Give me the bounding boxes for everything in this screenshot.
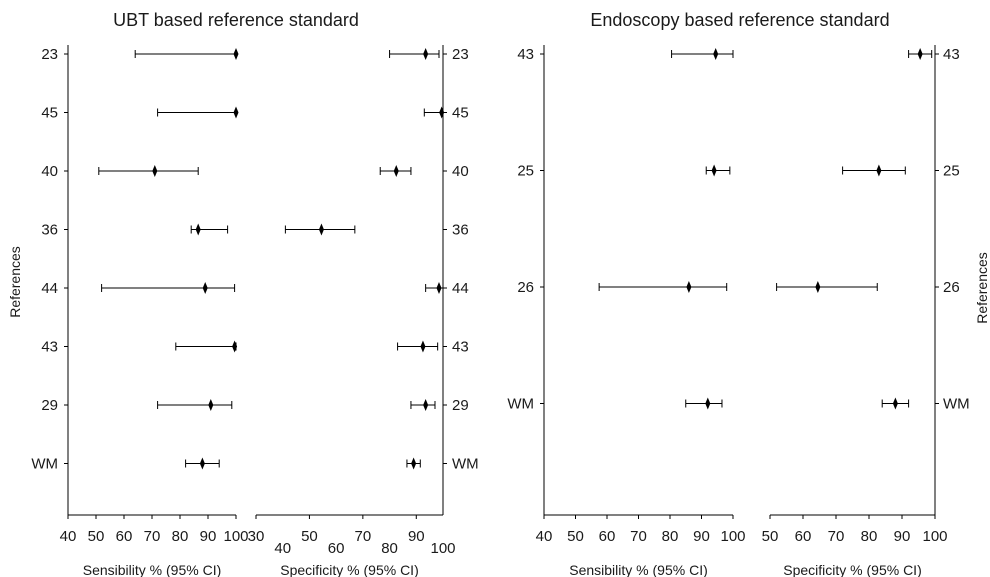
p1-sensitivity-tick-label: 40 (536, 528, 553, 545)
p0-sensitivity-point (152, 165, 158, 177)
p0-specificity-point (439, 106, 445, 119)
p1-sensitivity-tick-label: 90 (693, 528, 710, 545)
p0-specificity-point (423, 48, 429, 60)
p0-study-label-right: WM (452, 456, 479, 473)
p0-study-label-right: 36 (452, 222, 469, 239)
p1-specificity-tick-label: 100 (922, 528, 947, 545)
left-panel-title: UBT based reference standard (113, 10, 359, 30)
p0-sensitivity-tick-label: 80 (172, 528, 189, 545)
p0-specificity-point (393, 165, 399, 177)
p1-sensitivity-point (713, 48, 719, 60)
p0-study-label-right: 29 (452, 397, 469, 414)
p0-sensitivity-point (195, 223, 201, 236)
p0-specificity-tick-label-lower: 40 (274, 540, 291, 557)
p1-sensitivity-tick-label: 100 (720, 528, 745, 545)
p0-study-label-right: 23 (452, 46, 469, 63)
p0-specificity-tick-label-lower: 80 (381, 540, 398, 557)
p0-sensitivity-point (208, 399, 214, 411)
p0-study-label-left: 23 (41, 46, 58, 63)
p1-sensitivity-tick-label: 60 (599, 528, 616, 545)
p1-specificity-point (892, 397, 898, 410)
p1-sensitivity-point (711, 164, 717, 177)
p0-sensitivity-point (233, 106, 239, 119)
p1-specificity-tick-label: 50 (762, 528, 779, 545)
p1-specificity-tick-label: 90 (894, 528, 911, 545)
p0-sensitivity-tick-label: 40 (60, 528, 77, 545)
p0-sensitivity-point (199, 457, 205, 470)
p0-sensitivity-tick-label: 50 (88, 528, 105, 545)
p0-sensitivity-tick-label: 60 (116, 528, 133, 545)
p0-specificity-tick-label-lower: 100 (430, 540, 455, 557)
p1-study-label-left: 26 (517, 279, 534, 296)
p0-sensitivity-point (202, 282, 208, 294)
p0-specificity-tick-label: 30 (248, 528, 265, 545)
p0-specificity-tick-label: 50 (301, 528, 318, 545)
p1-sensitivity-tick-label: 80 (662, 528, 679, 545)
p0-study-label-left: WM (31, 456, 58, 473)
p1-study-label-right: 26 (943, 279, 960, 296)
p1-study-label-right: 43 (943, 46, 960, 63)
p0-sensitivity-tick-label: 90 (200, 528, 217, 545)
right-panel-title: Endoscopy based reference standard (590, 10, 889, 30)
p0-specificity-tick-label: 90 (408, 528, 425, 545)
p1-sensitivity-tick-label: 70 (630, 528, 647, 545)
p0-study-label-left: 43 (41, 339, 58, 356)
p1-specificity-tick-label: 70 (828, 528, 845, 545)
p0-sensitivity-tick-label: 100 (223, 528, 248, 545)
p0-study-label-left: 44 (41, 280, 58, 297)
p0-specificity-axis-label: Specificity % (95% CI) (280, 562, 418, 577)
p0-sensitivity-point (233, 48, 239, 60)
p1-sensitivity-point (686, 281, 692, 293)
p0-sensitivity-axis-label: Sensibility % (95% CI) (83, 562, 222, 577)
p0-study-label-right: 44 (452, 280, 469, 297)
p1-study-label-left: 25 (517, 163, 534, 180)
p1-study-label-right: WM (943, 396, 970, 413)
p1-specificity-axis-label: Specificity % (95% CI) (783, 562, 921, 577)
p0-specificity-tick-label-lower: 60 (328, 540, 345, 557)
p1-specificity-tick-label: 80 (861, 528, 878, 545)
p0-study-label-right: 40 (452, 163, 469, 180)
p0-specificity-point (420, 340, 426, 353)
p1-specificity-point (917, 48, 923, 60)
p1-study-label-left: 43 (517, 46, 534, 63)
p1-specificity-point (815, 281, 821, 293)
p0-specificity-point (423, 399, 429, 411)
p0-specificity-point (436, 282, 442, 294)
p0-study-label-left: 40 (41, 163, 58, 180)
p1-specificity-point (876, 164, 882, 177)
p1-sensitivity-tick-label: 50 (567, 528, 584, 545)
p0-study-label-left: 36 (41, 222, 58, 239)
p0-specificity-tick-label: 70 (355, 528, 372, 545)
p0-study-label-left: 45 (41, 105, 58, 122)
p0-specificity-point (318, 223, 324, 236)
p1-study-label-right: 25 (943, 163, 960, 180)
p1-y-axis-label: References (974, 252, 990, 324)
p0-sensitivity-tick-label: 70 (144, 528, 161, 545)
p1-sensitivity-axis-label: Sensibility % (95% CI) (569, 562, 708, 577)
p1-sensitivity-point (705, 397, 711, 410)
p0-study-label-left: 29 (41, 397, 58, 414)
p0-y-axis-label: References (7, 246, 23, 318)
p1-study-label-left: WM (507, 396, 534, 413)
p1-specificity-tick-label: 60 (795, 528, 812, 545)
p0-sensitivity-point (232, 340, 238, 353)
p0-specificity-point (411, 457, 417, 470)
p0-study-label-right: 43 (452, 339, 469, 356)
p0-study-label-right: 45 (452, 105, 469, 122)
